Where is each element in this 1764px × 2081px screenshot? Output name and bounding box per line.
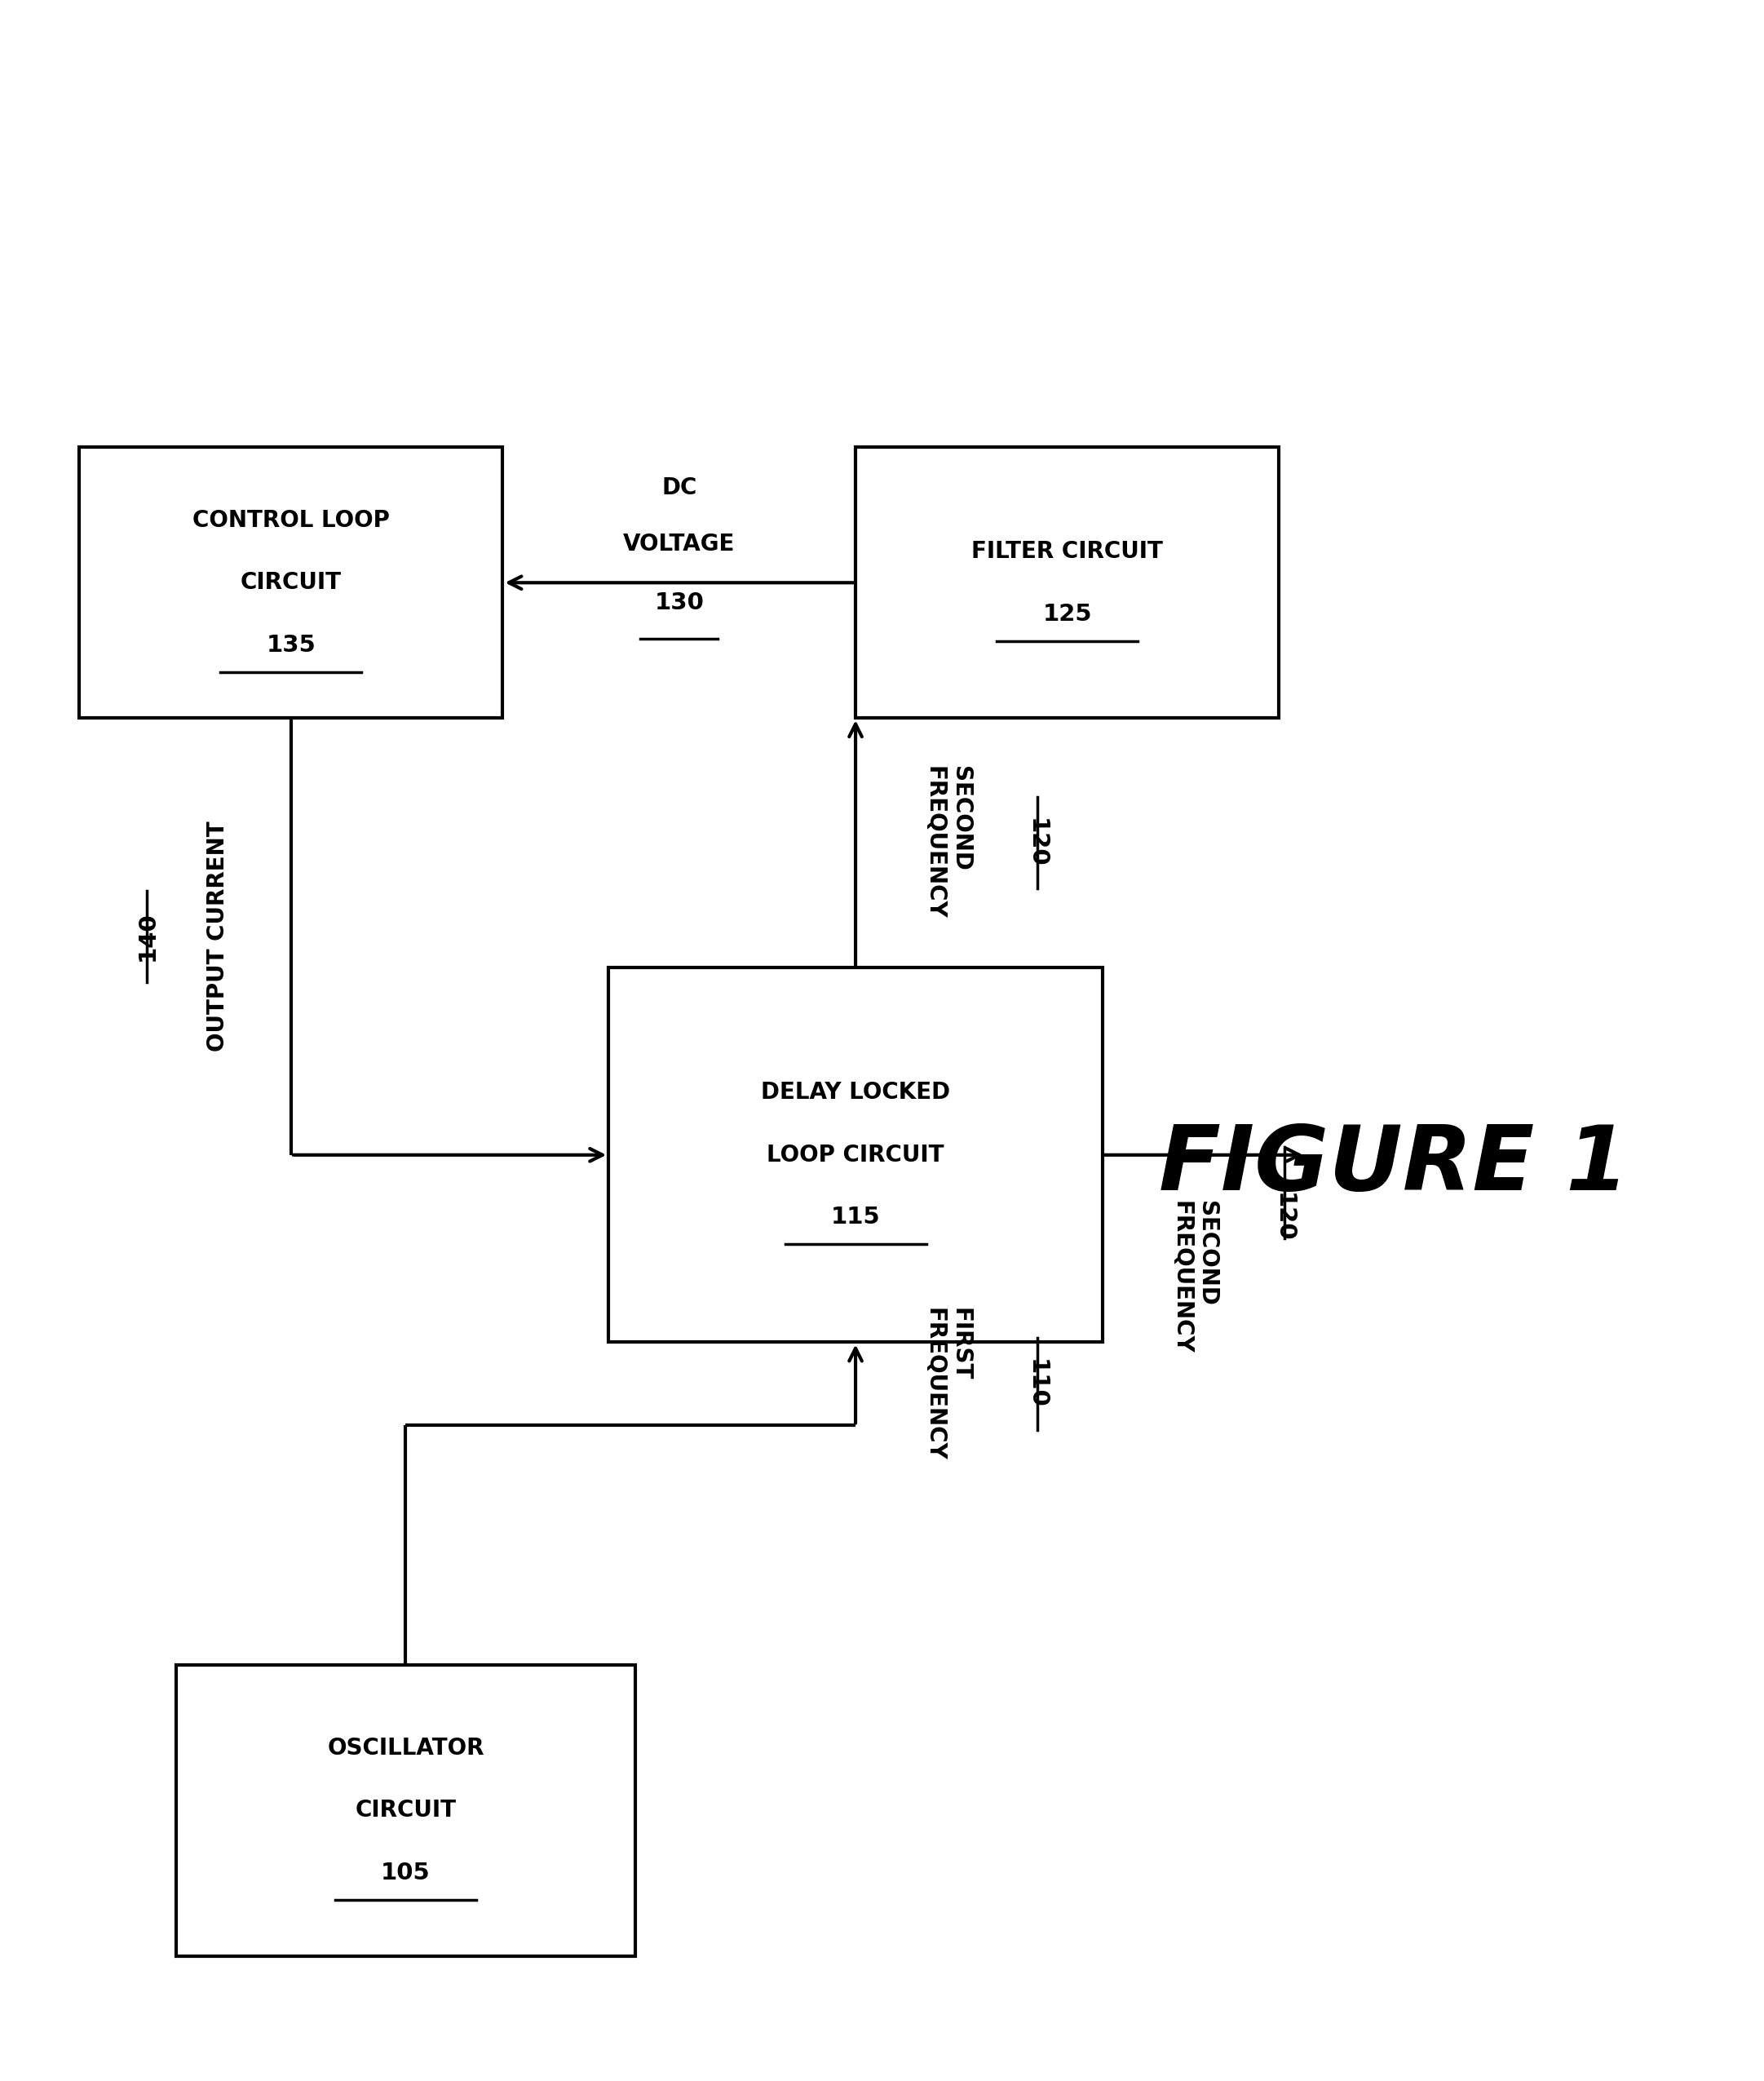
Text: LOOP CIRCUIT: LOOP CIRCUIT [767,1145,944,1165]
Text: OUTPUT CURRENT: OUTPUT CURRENT [206,822,229,1051]
Text: 110: 110 [1025,1359,1048,1409]
Text: DELAY LOCKED: DELAY LOCKED [760,1082,951,1103]
Text: CONTROL LOOP: CONTROL LOOP [192,510,390,531]
Bar [176,1665,635,1956]
Text: 140: 140 [136,911,159,961]
Text: 135: 135 [266,635,316,656]
Text: VOLTAGE: VOLTAGE [623,533,736,556]
Text: 125: 125 [1043,603,1092,624]
Text: 120: 120 [1025,818,1048,868]
Bar [856,447,1279,718]
Text: CIRCUIT: CIRCUIT [355,1800,457,1821]
Text: OSCILLATOR: OSCILLATOR [328,1738,483,1758]
Text: FILTER CIRCUIT: FILTER CIRCUIT [972,541,1162,562]
Bar [609,968,1102,1342]
Text: DC: DC [662,477,697,499]
Text: 130: 130 [654,591,704,614]
Text: SECOND
FREQUENCY: SECOND FREQUENCY [1170,1201,1219,1355]
Text: SECOND
FREQUENCY: SECOND FREQUENCY [923,766,972,920]
Text: FIRST
FREQUENCY: FIRST FREQUENCY [923,1307,972,1461]
Text: CIRCUIT: CIRCUIT [240,572,342,593]
Text: 120: 120 [1272,1192,1295,1242]
Text: FIGURE 1: FIGURE 1 [1159,1122,1628,1209]
Bar [79,447,503,718]
Text: 105: 105 [381,1862,430,1883]
Text: 115: 115 [831,1207,880,1228]
